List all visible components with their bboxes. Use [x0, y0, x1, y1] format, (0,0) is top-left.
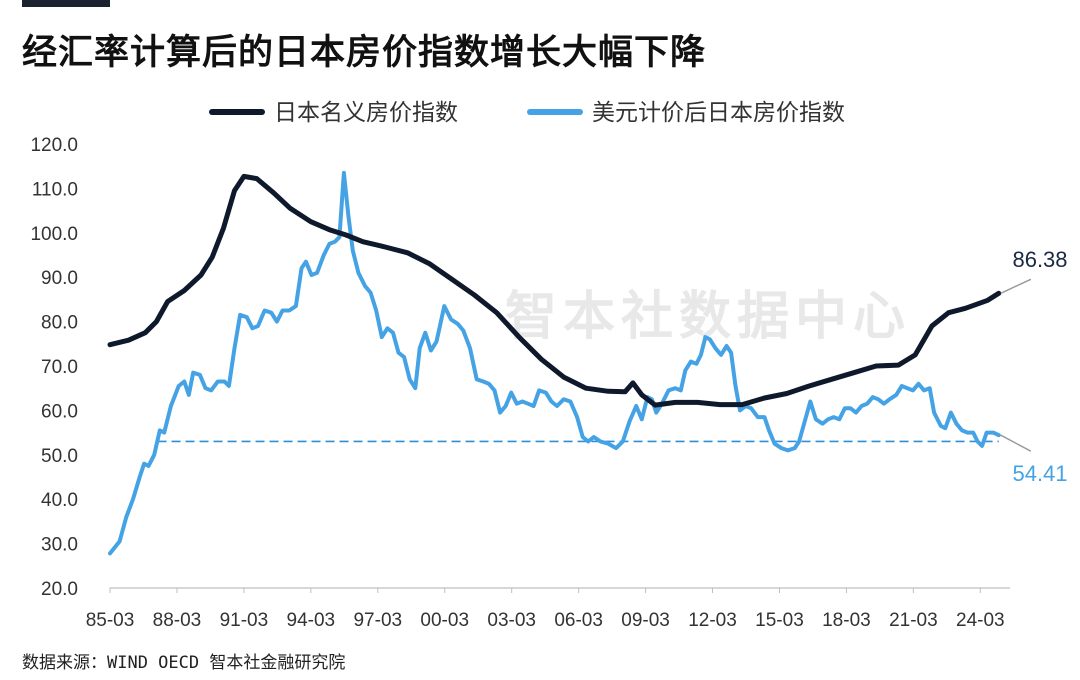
- legend: 日本名义房价指数 美元计价后日本房价指数: [209, 100, 845, 126]
- source-note: 数据来源：WIND OECD 智本社金融研究院: [22, 653, 346, 673]
- y-tick-label: 60.0: [41, 401, 78, 422]
- end-labels: 86.38 54.41: [1000, 247, 1068, 486]
- x-tick-label: 85-03: [86, 610, 135, 631]
- x-tick-label: 91-03: [220, 610, 269, 631]
- x-tick-label: 18-03: [822, 610, 871, 631]
- y-tick-label: 90.0: [41, 268, 78, 289]
- legend-label-nominal[interactable]: 日本名义房价指数: [274, 100, 458, 126]
- end-label-nominal: 86.38: [1012, 247, 1067, 272]
- y-tick-label: 30.0: [41, 535, 78, 556]
- y-tick-label: 50.0: [41, 446, 78, 467]
- y-tick-label: 20.0: [41, 579, 78, 600]
- x-tick-label: 15-03: [755, 610, 804, 631]
- y-tick-label: 120.0: [30, 135, 78, 156]
- line-chart: 日本名义房价指数 美元计价后日本房价指数 智本社数据中心 20.030.040.…: [30, 100, 1068, 631]
- x-axis: 85-03 88-03 91-03 94-03 97-03 00-03 03-03 06-03…: [86, 587, 1010, 631]
- chart-title: 经汇率计算后的日本房价指数增长大幅下降: [22, 33, 707, 73]
- legend-label-usd[interactable]: 美元计价后日本房价指数: [592, 100, 845, 126]
- y-tick-label: 40.0: [41, 490, 78, 511]
- end-label-pointer: [1000, 434, 1032, 452]
- end-label-pointer: [1000, 278, 1032, 294]
- x-tick-label: 97-03: [353, 610, 402, 631]
- x-tick-label: 09-03: [621, 610, 670, 631]
- y-axis: 20.0 30.0 40.0 50.0 60.0 70.0 80.0 90.0 100.0 110…: [30, 135, 78, 600]
- x-tick-label: 12-03: [688, 610, 737, 631]
- y-tick-label: 70.0: [41, 357, 78, 378]
- y-tick-label: 100.0: [30, 224, 78, 245]
- x-tick-label: 00-03: [420, 610, 469, 631]
- x-tick-label: 21-03: [889, 610, 938, 631]
- title-accent-bar: [22, 0, 110, 7]
- end-label-usd: 54.41: [1012, 461, 1067, 486]
- y-tick-label: 80.0: [41, 313, 78, 334]
- x-tick-label: 06-03: [554, 610, 603, 631]
- x-tick-label: 24-03: [956, 610, 1005, 631]
- x-tick-label: 03-03: [487, 610, 536, 631]
- x-tick-label: 88-03: [153, 610, 202, 631]
- series-line-usd[interactable]: [108, 170, 1001, 556]
- series-line-nominal[interactable]: [107, 173, 1002, 408]
- series-group: [107, 170, 1002, 556]
- y-tick-label: 110.0: [32, 179, 78, 200]
- x-tick-label: 94-03: [287, 610, 336, 631]
